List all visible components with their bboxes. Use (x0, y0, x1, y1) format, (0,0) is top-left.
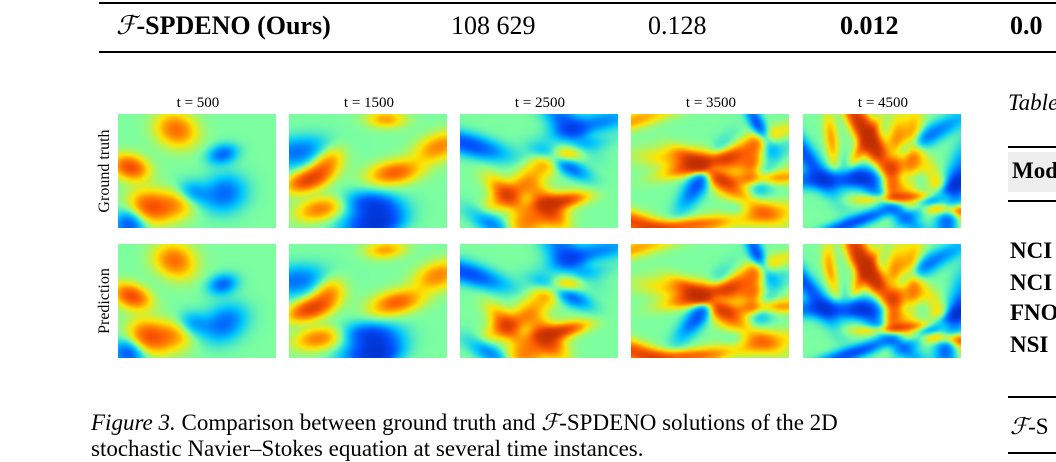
prediction-panel (803, 244, 961, 358)
prediction-panel (631, 244, 789, 358)
side-table-row: FNO (1010, 300, 1056, 325)
side-table-mid-rule (1008, 396, 1056, 398)
figure-label: Figure 3. (91, 410, 176, 435)
side-table-header: Mod (1012, 158, 1056, 183)
caption-text: Comparison between ground truth and (181, 410, 536, 435)
ground-truth-panel (460, 114, 618, 228)
table-top-rule (99, 2, 1056, 4)
time-label: t = 3500 (685, 95, 737, 111)
side-table-header-rule (1008, 200, 1056, 202)
side-table-header-bg (1008, 152, 1056, 192)
figure-caption: Figure 3. Comparison between ground trut… (91, 410, 971, 462)
side-table-row: NCI (1010, 270, 1053, 295)
side-table-ours-row: ℱ-S (1010, 414, 1049, 440)
script-f-symbol: ℱ (541, 410, 560, 436)
table-cell-params: 108 629 (451, 11, 536, 40)
prediction-panel (460, 244, 618, 358)
script-f-symbol: ℱ (116, 11, 137, 41)
table-cell-value-3: 0.0 (1010, 11, 1043, 40)
side-table-ours-text: -S (1028, 414, 1049, 439)
time-label: t = 2500 (514, 95, 566, 111)
side-table-caption: Table (1008, 90, 1056, 115)
side-table-bottom-rule (1008, 452, 1056, 454)
prediction-panel (289, 244, 447, 358)
time-label: t = 4500 (857, 95, 909, 111)
side-table-row: NSI (1010, 332, 1049, 357)
ground-truth-panel (803, 114, 961, 228)
table-bottom-rule (99, 51, 1056, 53)
side-table-row: NCI (1010, 238, 1053, 263)
time-label: t = 1500 (343, 95, 395, 111)
table-cell-method: ℱ-SPDENO (Ours) (116, 10, 331, 42)
row-label-ground-truth: Ground truth (96, 129, 113, 213)
side-table-top-rule (1008, 146, 1056, 148)
time-label: t = 500 (176, 95, 220, 111)
script-f-symbol: ℱ (1010, 414, 1029, 440)
caption-text: -SPDENO solutions of the 2D (559, 410, 838, 435)
ground-truth-panel (118, 114, 276, 228)
table-cell-value-2: 0.012 (840, 11, 899, 40)
method-name: -SPDENO (Ours) (136, 11, 331, 40)
ground-truth-panel (289, 114, 447, 228)
ground-truth-panel (631, 114, 789, 228)
row-label-prediction: Prediction (96, 268, 113, 334)
caption-text: stochastic Navier–Stokes equation at sev… (91, 436, 644, 461)
prediction-panel (118, 244, 276, 358)
table-cell-value-1: 0.128 (648, 11, 707, 40)
